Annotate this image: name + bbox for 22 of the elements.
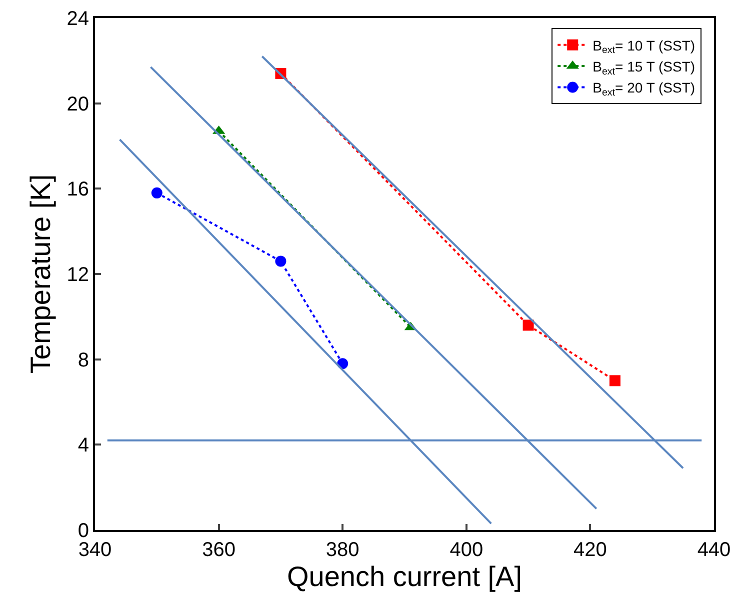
x-axis-title: Quench current [A] — [286, 561, 522, 592]
x-tick-label: 360 — [202, 539, 236, 561]
point — [151, 187, 162, 198]
y-tick-label: 8 — [78, 349, 89, 372]
x-tick-label: 420 — [574, 539, 607, 561]
legend-label: B$_{ext}$= 15 T (SST) — [592, 58, 696, 78]
y-tick-label: 20 — [66, 93, 89, 116]
y-tick-label: 12 — [66, 264, 89, 286]
y-tick-label: 4 — [78, 434, 89, 457]
point — [275, 256, 286, 267]
point — [609, 375, 620, 386]
legend-label: B$_{ext}$= 20 T (SST) — [592, 80, 696, 99]
y-tick-label: 0 — [78, 520, 89, 542]
y-tick-label: 16 — [66, 178, 89, 201]
legend-label: B$_{ext}$= 10 T (SST) — [592, 37, 696, 56]
x-tick-label: 380 — [326, 539, 360, 561]
x-tick-label: 400 — [450, 539, 484, 561]
x-tick-label: 340 — [78, 539, 112, 561]
x-tick-label: 440 — [697, 539, 731, 561]
y-axis-title: Temperature [K] — [24, 174, 56, 374]
y-tick-label: 24 — [66, 8, 89, 30]
point — [522, 320, 534, 331]
